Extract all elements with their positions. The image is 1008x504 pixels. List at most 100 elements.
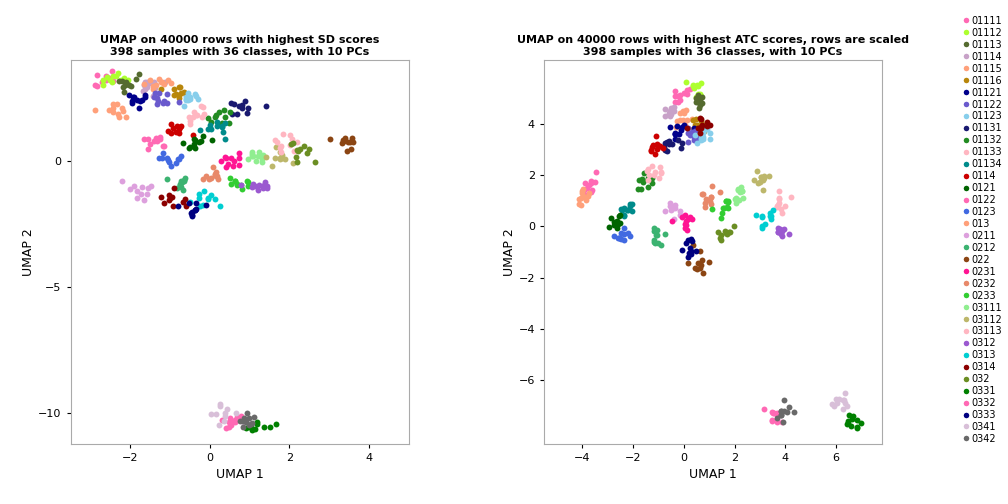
Point <box>667 87 683 95</box>
Point <box>145 85 161 93</box>
Point <box>204 124 220 133</box>
Point <box>147 89 163 97</box>
Point <box>689 90 706 98</box>
Point <box>343 145 359 153</box>
Point <box>695 93 711 101</box>
Point <box>845 412 861 420</box>
Point <box>714 214 730 222</box>
Point <box>194 102 210 110</box>
Point <box>640 176 656 184</box>
Point <box>672 91 688 99</box>
Point <box>272 149 288 157</box>
Point <box>734 187 750 195</box>
Point <box>695 135 711 143</box>
Point <box>172 123 188 131</box>
Point <box>222 414 238 422</box>
Point <box>161 191 177 199</box>
Point <box>657 104 673 112</box>
Point <box>170 203 186 211</box>
Point <box>609 224 625 232</box>
Point <box>646 224 662 232</box>
Point <box>655 143 671 151</box>
Point <box>182 120 199 128</box>
Point <box>167 90 183 98</box>
Point <box>734 187 750 195</box>
Point <box>690 96 707 104</box>
Point <box>704 205 720 213</box>
Point <box>118 78 134 86</box>
Point <box>685 83 702 91</box>
Point <box>241 423 257 431</box>
Point <box>772 225 788 233</box>
Point <box>217 153 233 161</box>
Point <box>769 418 785 426</box>
Point <box>685 123 702 132</box>
Point <box>136 197 152 205</box>
Point <box>584 179 600 187</box>
Point <box>273 154 289 162</box>
Point <box>198 201 214 209</box>
Point <box>611 234 627 242</box>
Point <box>159 154 175 162</box>
Point <box>162 79 178 87</box>
Point <box>245 180 261 188</box>
Point <box>613 229 629 237</box>
Point <box>696 190 712 198</box>
Point <box>104 78 120 86</box>
Point <box>774 232 790 240</box>
Point <box>584 185 600 194</box>
Point <box>337 135 353 143</box>
Point <box>234 181 250 190</box>
Point <box>161 196 177 204</box>
Point <box>200 195 216 203</box>
Point <box>616 204 632 212</box>
Point <box>824 400 840 408</box>
Point <box>664 140 680 148</box>
Point <box>691 94 708 102</box>
Point <box>219 405 235 413</box>
Point <box>575 184 591 193</box>
Point <box>156 96 172 104</box>
Point <box>200 125 216 133</box>
Point <box>691 114 708 122</box>
Point <box>240 178 256 186</box>
Point <box>650 174 666 182</box>
Point <box>98 73 114 81</box>
Point <box>177 195 194 203</box>
Point <box>109 100 125 108</box>
Point <box>175 186 192 194</box>
Point <box>836 397 852 405</box>
Point <box>703 193 719 201</box>
Point <box>632 184 648 193</box>
Point <box>684 215 701 223</box>
Point <box>645 227 661 235</box>
Point <box>151 135 167 143</box>
Point <box>254 155 270 163</box>
X-axis label: UMAP 1: UMAP 1 <box>216 468 263 481</box>
Point <box>657 230 673 238</box>
Point <box>613 205 629 213</box>
Point <box>719 197 735 205</box>
Point <box>218 154 234 162</box>
Point <box>340 138 356 146</box>
Point <box>198 172 214 180</box>
Point <box>750 179 766 187</box>
Point <box>339 147 355 155</box>
Point <box>687 135 704 143</box>
Point <box>208 410 224 418</box>
Point <box>662 104 678 112</box>
Point <box>124 97 140 105</box>
Point <box>630 184 646 193</box>
Point <box>229 181 245 189</box>
Point <box>640 165 656 173</box>
Point <box>577 179 593 187</box>
Point <box>720 203 736 211</box>
Point <box>155 142 171 150</box>
Point <box>581 181 597 189</box>
Point <box>583 187 599 196</box>
Point <box>644 174 660 182</box>
Point <box>635 177 651 185</box>
Point <box>721 228 737 236</box>
Point <box>181 143 198 151</box>
Point <box>247 181 263 190</box>
